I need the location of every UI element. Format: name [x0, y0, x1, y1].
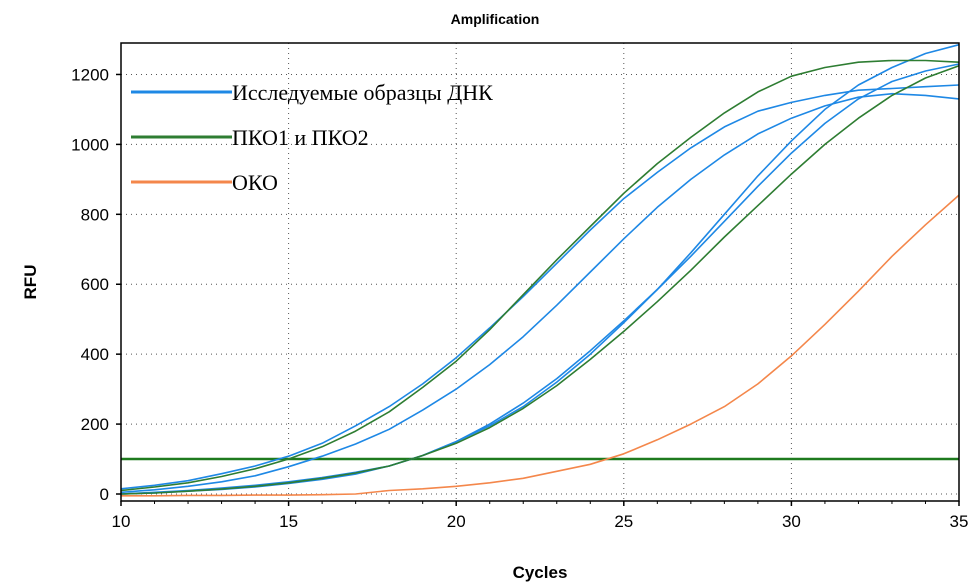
axis-ticks: 10 15 20 25 30 35 0 200 400 600 800 1000 1200 — [71, 65, 968, 531]
series-lines — [120, 43, 960, 497]
y-tick-label: 400 — [81, 345, 109, 364]
x-tick-label: 10 — [112, 512, 131, 531]
y-axis-label: RFU — [21, 265, 40, 300]
y-tick-label: 1000 — [71, 135, 109, 154]
y-tick-label: 800 — [81, 205, 109, 224]
x-tick-label: 35 — [950, 512, 969, 531]
series-line — [121, 194, 960, 497]
x-axis-label: Cycles — [513, 563, 568, 582]
x-tick-label: 15 — [279, 512, 298, 531]
grid-lines — [121, 43, 959, 501]
legend: Исследуемые образцы ДНК ПКО1 и ПКО2 ОКО — [131, 80, 493, 195]
y-tick-label: 1200 — [71, 65, 109, 84]
legend-label: Исследуемые образцы ДНК — [232, 80, 493, 105]
chart-title: Amplification — [451, 11, 540, 27]
legend-label: ПКО1 и ПКО2 — [232, 125, 369, 150]
series-line — [120, 64, 960, 495]
series-line — [120, 84, 960, 490]
legend-label: ОКО — [232, 170, 278, 195]
x-tick-label: 20 — [447, 512, 466, 531]
series-line — [120, 59, 960, 492]
y-tick-label: 0 — [100, 485, 109, 504]
y-tick-label: 600 — [81, 275, 109, 294]
series-line — [120, 43, 960, 495]
y-tick-label: 200 — [81, 415, 109, 434]
series-line — [120, 92, 960, 494]
series-line — [120, 63, 960, 495]
plot-frame — [120, 42, 960, 502]
x-tick-label: 30 — [782, 512, 801, 531]
x-tick-label: 25 — [614, 512, 633, 531]
